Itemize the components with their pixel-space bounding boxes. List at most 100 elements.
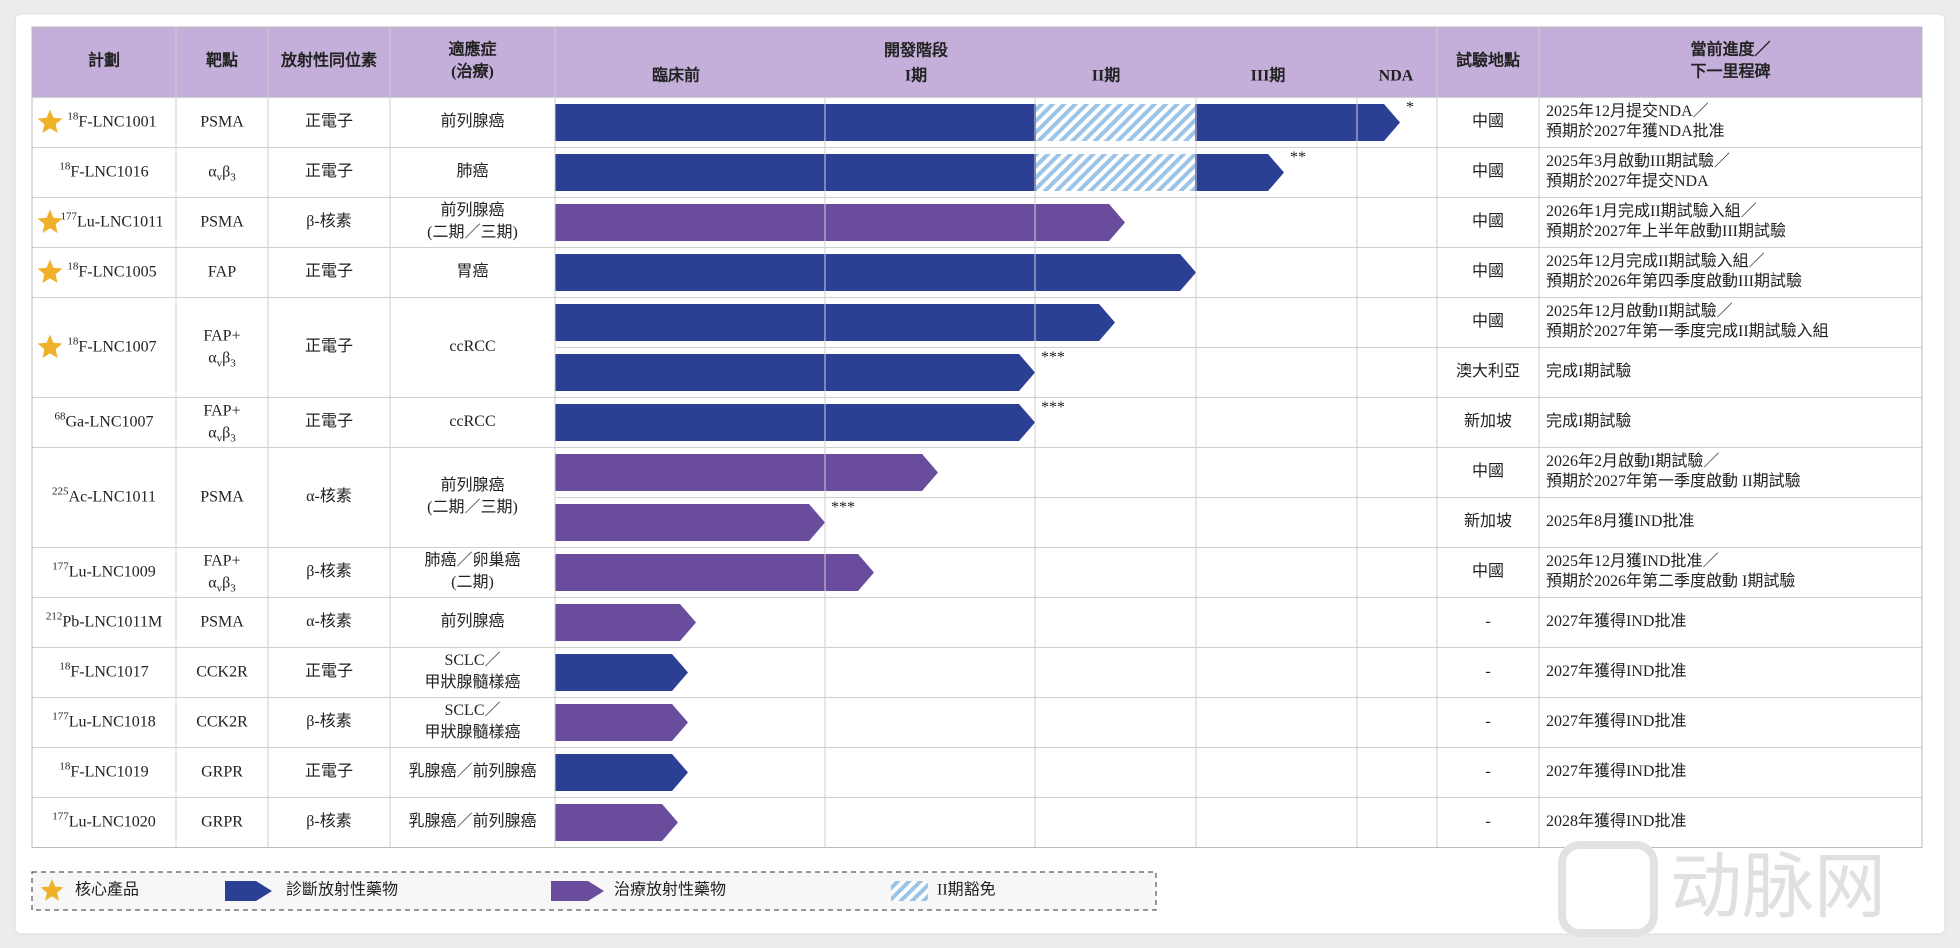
program-name: 68Ga-LNC1007 <box>55 410 154 430</box>
core-star <box>37 334 63 358</box>
target: FAP <box>208 263 236 280</box>
program-name: 177Lu-LNC1020 <box>52 810 156 830</box>
header-cell: 開發階段 <box>884 41 949 60</box>
program-code: Lu-LNC1018 <box>69 713 156 730</box>
isotope: 正電子 <box>305 337 353 355</box>
legend-label: 核心產品 <box>75 881 139 899</box>
trial-site: - <box>1485 663 1490 680</box>
milestone: 預期於2026年第四季度啟動III期試驗 <box>1546 272 1802 290</box>
milestone: 2027年獲得IND批准 <box>1546 712 1686 730</box>
indication: 乳腺癌／前列腺癌 <box>408 762 536 780</box>
program-name: 177Lu-LNC1009 <box>52 560 156 580</box>
milestone: 2025年12月啟動II期試驗／ <box>1546 302 1733 320</box>
milestone: 2027年獲得IND批准 <box>1546 762 1686 780</box>
program-name: 18F-LNC1019 <box>59 760 148 780</box>
indication: 前列腺癌 <box>440 112 504 130</box>
trial-site: 中國 <box>1472 212 1504 230</box>
milestone: 2025年12月完成II期試驗入組／ <box>1546 252 1765 270</box>
isotope: β-核素 <box>306 812 351 830</box>
legend-label: 診斷放射性藥物 <box>286 881 398 899</box>
target: FAP+ <box>203 552 240 569</box>
indication: 前列腺癌 <box>440 612 504 630</box>
indication: SCLC／ <box>444 652 500 669</box>
milestone: 完成I期試驗 <box>1546 362 1631 380</box>
isotope-mass: 225 <box>52 485 69 497</box>
trial-site: 中國 <box>1472 312 1504 330</box>
program-code: Lu-LNC1011 <box>77 213 164 230</box>
pipeline-bar <box>555 554 874 591</box>
program-code: F-LNC1019 <box>70 763 148 780</box>
core-star <box>40 879 64 901</box>
indication: 前列腺癌 <box>440 201 504 219</box>
isotope: α-核素 <box>306 612 352 630</box>
isotope-mass: 18 <box>59 660 71 672</box>
trial-site: - <box>1485 763 1490 780</box>
legend-label: II期豁免 <box>937 881 996 899</box>
waiver-hatch <box>1036 154 1195 191</box>
watermark-logo <box>1558 841 1658 937</box>
indication: ccRCC <box>449 338 495 355</box>
header-cell: 靶點 <box>206 51 238 70</box>
isotope-mass: 177 <box>60 210 77 222</box>
indication: (二期／三期) <box>427 223 518 241</box>
target: CCK2R <box>196 713 248 730</box>
trial-site: - <box>1485 813 1490 830</box>
pipeline-bar <box>555 204 1125 241</box>
isotope: β-核素 <box>306 562 351 580</box>
legend-hatch <box>891 881 928 901</box>
pipeline-bar <box>555 104 1400 141</box>
program-name: 212Pb-LNC1011M <box>46 610 162 630</box>
isotope-mass: 18 <box>67 110 79 122</box>
pipeline-bar <box>555 454 938 491</box>
indication: 肺癌／卵巢癌 <box>424 551 520 569</box>
program-code: F-LNC1001 <box>78 113 156 130</box>
isotope-mass: 212 <box>46 610 63 622</box>
indication: (二期) <box>451 573 494 591</box>
target: CCK2R <box>196 663 248 680</box>
isotope: β-核素 <box>306 212 351 230</box>
trial-site: 新加坡 <box>1464 412 1512 430</box>
indication: ccRCC <box>449 413 495 430</box>
milestone: 預期於2027年提交NDA <box>1546 172 1709 190</box>
header-cell: 計劃 <box>88 51 120 70</box>
header-cell: 當前進度／ <box>1690 40 1770 59</box>
trial-site: 中國 <box>1472 462 1504 480</box>
program-name: 225Ac-LNC1011 <box>52 485 156 505</box>
program-name: 177Lu-LNC1018 <box>52 710 156 730</box>
card <box>14 13 1946 935</box>
isotope-mass: 177 <box>52 710 69 722</box>
program-name: 18F-LNC1001 <box>67 110 156 130</box>
isotope: 正電子 <box>305 662 353 680</box>
target: FAP+ <box>203 327 240 344</box>
isotope: β-核素 <box>306 712 351 730</box>
isotope: α-核素 <box>306 487 352 505</box>
indication: (二期／三期) <box>427 498 518 516</box>
target: PSMA <box>200 488 244 505</box>
trial-site: 中國 <box>1472 262 1504 280</box>
program-code: F-LNC1016 <box>70 163 148 180</box>
target: PSMA <box>200 213 244 230</box>
indication: SCLC／ <box>444 702 500 719</box>
program-code: Pb-LNC1011M <box>62 613 162 630</box>
stage-label: III期 <box>1251 66 1286 85</box>
core-star <box>37 259 63 283</box>
trial-site: - <box>1485 613 1490 630</box>
header-cell: 適應症 <box>448 40 496 59</box>
milestone: 預期於2027年獲NDA批准 <box>1546 122 1725 140</box>
isotope: 正電子 <box>305 412 353 430</box>
trial-site: 中國 <box>1472 112 1504 130</box>
target: αvβ3 <box>208 349 236 369</box>
program-code: F-LNC1005 <box>78 263 156 280</box>
isotope-mass: 18 <box>59 760 71 772</box>
target: αvβ3 <box>208 574 236 594</box>
trial-site: 中國 <box>1472 562 1504 580</box>
milestone: 預期於2027年上半年啟動III期試驗 <box>1546 222 1786 240</box>
watermark: 动脉网 <box>1670 845 1886 929</box>
core-star <box>37 209 63 233</box>
header-cell: (治療) <box>451 62 494 81</box>
program-code: Lu-LNC1020 <box>69 813 156 830</box>
milestone: 2026年1月完成II期試驗入組／ <box>1546 202 1757 220</box>
pipeline-bar <box>555 354 1035 391</box>
target: PSMA <box>200 113 244 130</box>
